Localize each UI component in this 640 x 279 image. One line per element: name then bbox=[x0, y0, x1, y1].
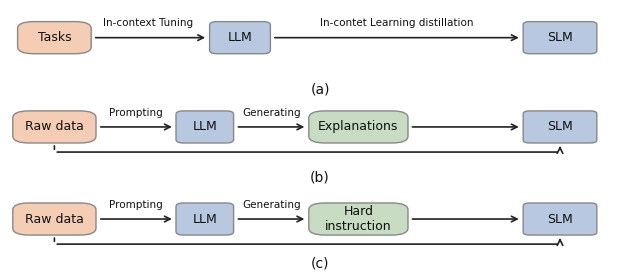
Text: Raw data: Raw data bbox=[25, 213, 84, 225]
Text: SLM: SLM bbox=[547, 121, 573, 133]
Text: SLM: SLM bbox=[547, 31, 573, 44]
Text: Tasks: Tasks bbox=[38, 31, 71, 44]
Text: SLM: SLM bbox=[547, 213, 573, 225]
FancyBboxPatch shape bbox=[210, 22, 270, 54]
FancyBboxPatch shape bbox=[18, 22, 92, 54]
Text: In-context Tuning: In-context Tuning bbox=[104, 18, 193, 28]
FancyBboxPatch shape bbox=[176, 111, 234, 143]
FancyBboxPatch shape bbox=[309, 111, 408, 143]
Text: (b): (b) bbox=[310, 170, 330, 184]
FancyBboxPatch shape bbox=[176, 203, 234, 235]
FancyBboxPatch shape bbox=[524, 22, 596, 54]
Text: LLM: LLM bbox=[228, 31, 252, 44]
Text: Prompting: Prompting bbox=[109, 200, 163, 210]
Text: Generating: Generating bbox=[242, 200, 301, 210]
FancyBboxPatch shape bbox=[524, 111, 596, 143]
Text: Raw data: Raw data bbox=[25, 121, 84, 133]
Text: Prompting: Prompting bbox=[109, 108, 163, 118]
FancyBboxPatch shape bbox=[309, 203, 408, 235]
Text: Hard
instruction: Hard instruction bbox=[325, 205, 392, 233]
FancyBboxPatch shape bbox=[524, 203, 596, 235]
Text: LLM: LLM bbox=[193, 121, 217, 133]
Text: LLM: LLM bbox=[193, 213, 217, 225]
FancyBboxPatch shape bbox=[13, 111, 96, 143]
Text: (c): (c) bbox=[311, 257, 329, 271]
FancyBboxPatch shape bbox=[13, 203, 96, 235]
Text: (a): (a) bbox=[310, 82, 330, 96]
Text: In-contet Learning distillation: In-contet Learning distillation bbox=[320, 18, 474, 28]
Text: Generating: Generating bbox=[242, 108, 301, 118]
Text: Explanations: Explanations bbox=[318, 121, 399, 133]
